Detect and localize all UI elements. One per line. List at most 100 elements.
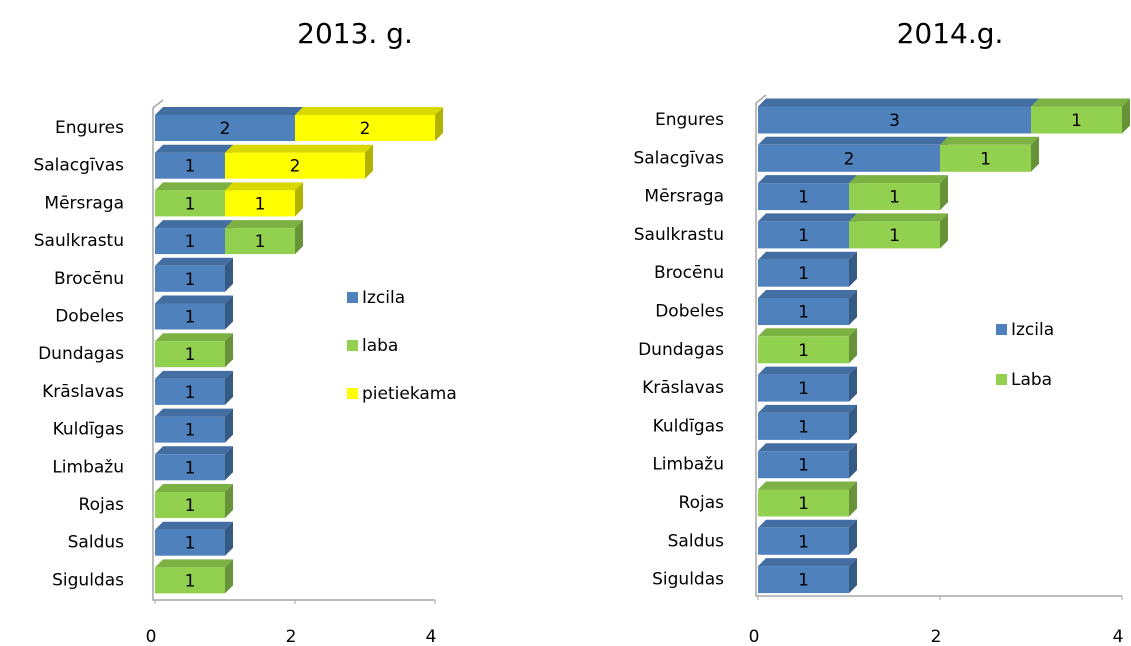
x-tick-label: 2 — [286, 627, 297, 646]
legend-label: pietiekama — [362, 384, 457, 404]
data-label: 1 — [798, 456, 809, 476]
data-label: 1 — [1071, 111, 1082, 131]
data-label: 1 — [185, 383, 196, 403]
y-tick-label: Brocēnu — [54, 269, 124, 289]
x-tick-label: 2 — [931, 627, 942, 646]
bar-side — [225, 295, 233, 330]
bar — [758, 527, 849, 555]
bar-side — [1031, 136, 1039, 172]
chart-title: 2013. g. — [297, 17, 413, 50]
bar-top — [155, 295, 233, 304]
x-tick-label: 4 — [426, 627, 437, 646]
bar — [849, 183, 940, 211]
bar — [758, 336, 849, 364]
y-tick-label: Engures — [55, 118, 124, 138]
bar-top — [155, 107, 303, 115]
data-label: 1 — [980, 149, 991, 169]
data-label: 1 — [185, 345, 196, 365]
bar-side — [295, 220, 303, 255]
legend-label: Laba — [1011, 370, 1052, 390]
bar-side — [849, 481, 857, 517]
bar-top — [849, 213, 948, 222]
data-label: 1 — [798, 341, 809, 361]
data-label: 1 — [185, 308, 196, 328]
bar — [758, 298, 849, 325]
bar-top — [155, 446, 233, 455]
data-label: 1 — [889, 226, 900, 246]
y-tick-label: Brocēnu — [654, 263, 724, 283]
axis-wall — [152, 99, 435, 601]
bar — [155, 228, 225, 255]
bar-top — [758, 98, 1039, 107]
bar-top — [758, 443, 857, 452]
data-label: 1 — [798, 379, 809, 399]
bar — [155, 152, 225, 179]
bar — [225, 152, 365, 179]
bar — [758, 106, 1031, 134]
data-label: 1 — [798, 532, 809, 552]
bar-side — [225, 484, 233, 518]
bar-top — [155, 521, 233, 530]
bar-side — [849, 290, 857, 325]
y-tick-label: Saulkrastu — [634, 225, 724, 245]
bar-top — [155, 408, 233, 417]
bar-side — [225, 559, 233, 594]
bar — [758, 259, 849, 287]
bar-side — [940, 213, 948, 249]
y-tick-label: Siguldas — [52, 570, 124, 590]
y-tick-label: Kuldīgas — [53, 420, 125, 440]
bar-top — [155, 144, 233, 153]
bar-top — [758, 366, 857, 375]
bar-side — [940, 175, 948, 211]
bar — [155, 454, 225, 481]
bar-top — [758, 175, 857, 184]
y-tick-label: Salacgīvas — [33, 156, 124, 176]
data-label: 1 — [185, 270, 196, 290]
bar — [758, 183, 849, 211]
bar-side — [225, 408, 233, 443]
legend-label: Izcila — [1011, 320, 1054, 340]
y-tick-label: Krāslavas — [42, 382, 124, 402]
data-label: 1 — [255, 194, 266, 214]
bar-top — [758, 290, 857, 298]
bar-top — [758, 136, 948, 145]
y-tick-label: Dundagas — [38, 344, 124, 364]
data-label: 1 — [185, 496, 196, 516]
y-tick-label: Limbažu — [652, 455, 724, 475]
data-label: 2 — [220, 119, 231, 139]
bar-side — [849, 558, 857, 594]
bar — [155, 190, 225, 217]
bar — [155, 416, 225, 443]
legend-swatch — [347, 340, 358, 351]
bar — [940, 144, 1031, 172]
data-label: 1 — [889, 188, 900, 208]
data-label: 1 — [185, 458, 196, 478]
legend-swatch — [996, 324, 1007, 335]
bar-side — [849, 366, 857, 402]
bar-side — [295, 182, 303, 217]
data-label: 1 — [185, 421, 196, 441]
bar — [225, 190, 295, 217]
x-tick-label: 4 — [1113, 627, 1124, 646]
bar-top — [225, 182, 303, 191]
y-tick-label: Mērsraga — [44, 193, 124, 213]
data-label: 1 — [255, 232, 266, 252]
legend-swatch — [347, 292, 358, 303]
bar-side — [225, 446, 233, 481]
bar — [1031, 106, 1122, 134]
bar — [155, 567, 225, 594]
data-label: 1 — [185, 232, 196, 252]
bar-top — [758, 519, 857, 528]
bar-top — [758, 251, 857, 260]
bar — [758, 489, 849, 517]
bar-top — [758, 404, 857, 413]
data-label: 1 — [798, 417, 809, 437]
y-tick-label: Kuldīgas — [653, 416, 725, 436]
y-tick-label: Dobeles — [655, 302, 724, 322]
y-tick-label: Salacgīvas — [633, 148, 724, 168]
data-label: 1 — [798, 303, 809, 323]
bar-top — [849, 175, 948, 184]
bar-top — [225, 144, 373, 153]
bar-top — [1031, 98, 1130, 107]
data-label: 1 — [185, 194, 196, 214]
